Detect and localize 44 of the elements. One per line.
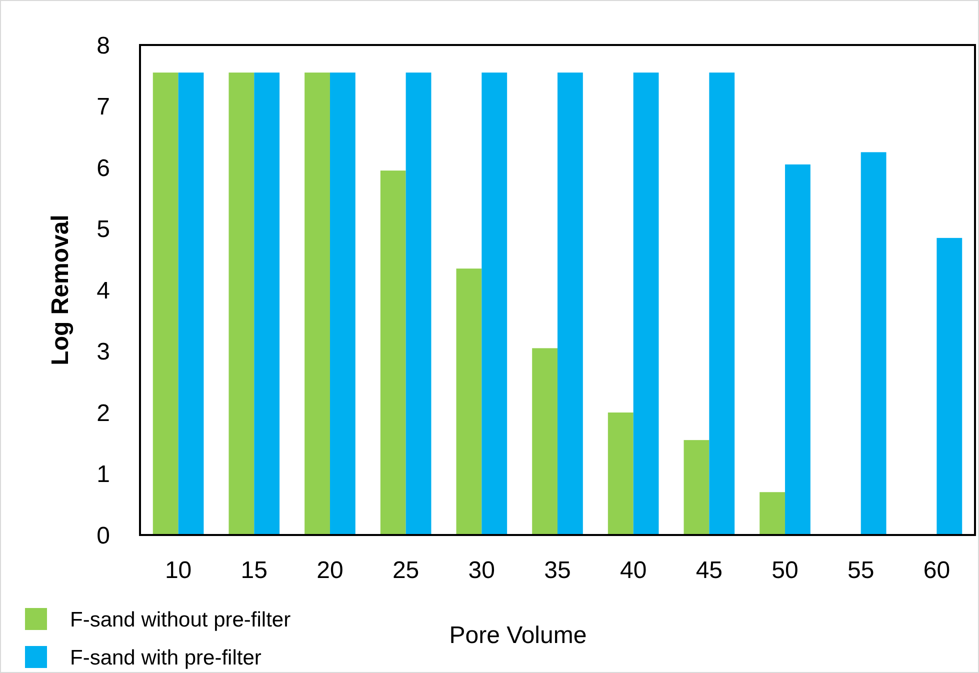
bar — [380, 170, 406, 535]
bar — [558, 72, 583, 535]
bar — [684, 440, 710, 535]
legend-label: F-sand without pre-filter — [70, 608, 291, 632]
y-tick-label: 3 — [96, 338, 110, 366]
y-tick-label: 5 — [96, 216, 110, 244]
bar — [936, 238, 962, 535]
bar — [760, 492, 786, 535]
bar — [254, 72, 280, 535]
bar — [178, 72, 204, 535]
y-tick-label: 7 — [96, 94, 110, 121]
bar — [330, 72, 356, 535]
bar — [860, 152, 886, 535]
x-tick-label: 10 — [164, 557, 192, 584]
x-tick-label: 25 — [392, 557, 420, 584]
bar — [532, 348, 558, 535]
y-tick-label: 4 — [96, 277, 110, 304]
y-tick-label: 1 — [96, 461, 110, 488]
bar — [456, 268, 482, 535]
bar — [785, 164, 810, 535]
bar — [228, 72, 254, 535]
bar — [633, 72, 659, 535]
x-axis-title: Pore Volume — [449, 622, 587, 649]
y-tick-label: 6 — [96, 154, 110, 182]
bar — [709, 72, 735, 535]
x-tick-label: 35 — [544, 557, 571, 584]
x-tick-label: 50 — [772, 557, 798, 584]
y-axis-title: Log Removal — [47, 214, 74, 366]
bar — [152, 72, 178, 535]
x-tick-label: 30 — [468, 557, 496, 584]
x-tick-label: 20 — [316, 557, 344, 584]
bar — [608, 412, 634, 535]
bar — [304, 72, 330, 535]
y-tick-label: 2 — [96, 400, 110, 427]
x-tick-label: 15 — [240, 557, 268, 584]
x-tick-label: 45 — [696, 557, 723, 584]
legend-label: F-sand with pre-filter — [70, 646, 262, 670]
x-tick-label: 40 — [620, 557, 647, 584]
x-tick-label: 60 — [923, 557, 950, 584]
y-tick-label: 0 — [96, 522, 110, 550]
y-tick-label: 8 — [96, 32, 110, 60]
bar — [406, 72, 432, 535]
bar — [482, 72, 508, 535]
x-tick-label: 55 — [848, 557, 874, 584]
